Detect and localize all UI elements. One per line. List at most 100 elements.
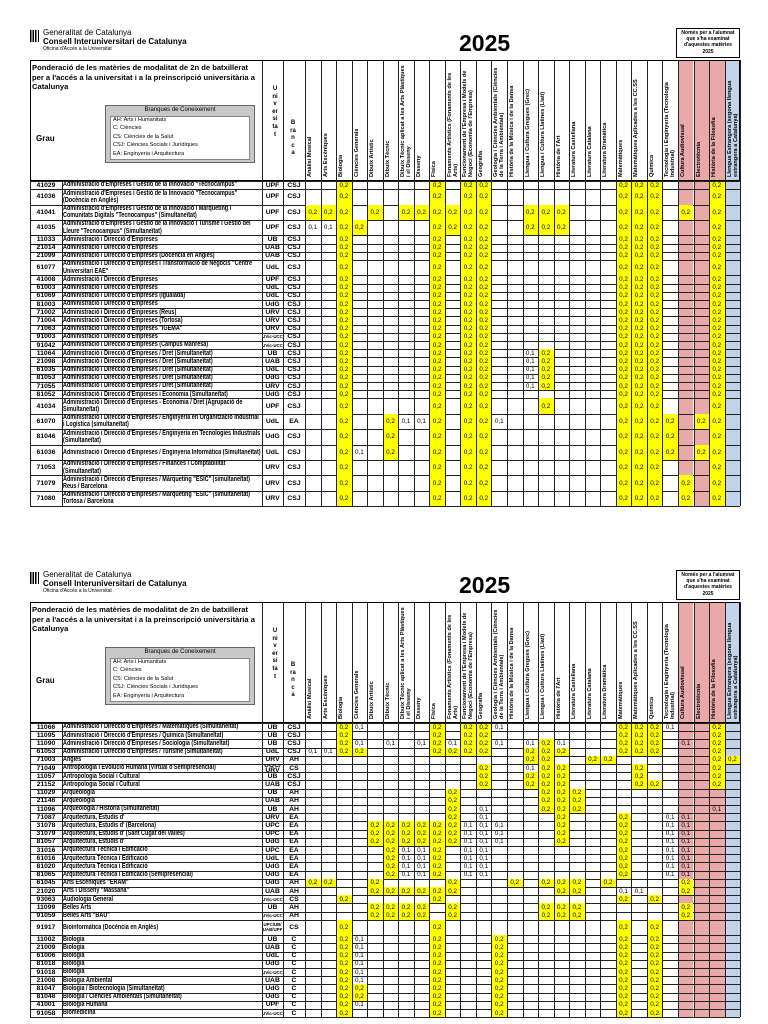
weight-cell: 0,1 [463,821,473,829]
weight-cell: 0,2 [398,903,414,912]
weight-cell: 0,2 [460,723,476,732]
weight-cell: 0,2 [709,731,725,740]
weight-cell: 0,1 [665,854,675,862]
column-header: Història de la Música i de la Dansa [509,627,516,719]
code: 41001 [36,1001,56,1009]
branch: CSJ [287,739,301,747]
weight-cell: 0,2 [677,911,694,920]
row-line [30,382,741,383]
code: 61016 [36,854,56,862]
grid-line [460,60,462,507]
note: Només per a l'alumnat que s'ha examinat … [681,572,735,590]
note-year: 2025 [702,49,714,55]
weight-cell: 0,2 [615,349,632,358]
weight-cell: 0,2 [336,341,352,350]
weight-cell: 0,2 [615,316,632,325]
university: URV [265,308,280,316]
weight-cell: 0,2 [429,349,445,358]
weight-cell: 0,1 [417,854,426,862]
weight-cell: 0,2 [522,755,539,764]
code: 11029 [36,789,56,797]
column-header: Història de la Música i de la Dansa [509,85,516,177]
weight-cell: 0,2 [553,805,570,814]
grid-line [584,60,586,507]
weight-cell: 0,2 [631,251,647,260]
weight-cell: 0,2 [336,365,352,374]
legend-item: AH: Arts i Humanitats [113,117,167,123]
weight-cell: 0,2 [460,731,476,740]
weight-cell: 0,2 [444,837,461,846]
university: UB [267,903,278,911]
weight-cell: 0,2 [475,764,492,773]
degree-name: Biomedicina [63,1009,96,1017]
weight-cell: 0,2 [615,332,632,341]
column-header: Cultura Audiovisual [679,666,686,719]
weight-cell: 0,2 [336,324,352,333]
weight-cell: 0,2 [444,813,461,822]
branch: CS [289,764,299,772]
degree-name: Administració i Direcció d'Empreses [63,284,158,292]
grid-line [600,60,602,507]
row-line [30,813,741,815]
weight-cell: 0,2 [615,291,632,300]
weight-cell: 0,2 [460,308,476,317]
weight-cell: 0,2 [460,204,476,220]
university: URV [265,325,280,333]
weight-cell: 0,2 [709,251,725,260]
row-line [30,398,741,400]
grid-line [507,602,509,1018]
weight-cell: 0,2 [615,283,632,292]
weight-cell: 0,2 [615,862,632,871]
degree-name: Arquitectura, Estudis d' [63,838,125,846]
code: 61045 [36,879,56,887]
branch: EA [289,417,299,425]
weight-cell: 0,1 [463,830,473,838]
row-line [30,390,741,392]
branch: CSJ [287,494,301,502]
weight-cell: 0,2 [709,189,725,205]
grid-line [320,60,322,507]
note-year: 2025 [702,591,714,597]
weight-cell: 0,2 [444,878,461,887]
weight-cell: 0,2 [413,204,430,220]
column-header: Ciències Generals [353,670,360,719]
weight-cell: 0,2 [646,976,663,985]
column-header: Història de la Filosofia [711,659,718,719]
branch: AH [289,879,299,887]
weight-cell: 0,2 [693,413,710,430]
univ-label: Universitat [272,86,278,138]
degree-name: Administració i Direcció d'Empreses / En… [63,429,261,444]
weight-cell: 0,2 [553,747,570,756]
weight-cell: 0,1 [494,417,504,425]
university: UVic-UCC [262,896,283,902]
university: UdL [265,366,280,374]
code: 61006 [36,952,56,960]
weight-cell: 0,2 [351,992,368,1001]
weight-cell: 0,1 [479,838,489,846]
weight-cell: 0,2 [351,984,368,993]
weight-cell: 0,2 [615,870,632,879]
grid-line [305,602,306,1018]
weight-cell: 0,2 [475,316,492,325]
weight-cell: 0,2 [677,490,694,507]
degree-name: Administració i Direcció d'Empreses / Qu… [63,731,224,739]
degree-name: Bioinformàtica (Docència en Anglès) [63,923,159,931]
weight-cell: 0,2 [429,976,445,985]
weight-cell: 0,1 [386,739,395,747]
grid-line [336,60,338,507]
note: Només per a l'alumnat que s'ha examinat … [681,30,735,48]
weight-cell: 0,2 [615,475,632,491]
weight-cell: 0,1 [417,739,426,747]
weight-cell: 0,2 [709,747,725,756]
grid-line [351,602,353,1018]
weight-cell: 0,2 [631,413,647,430]
degree-name: Administració i Direcció d'Empreses / Mà… [63,491,251,506]
university: UPF [265,208,280,216]
weight-cell: 0,1 [665,862,675,870]
weight-cell: 0,2 [631,204,647,220]
university: UVic-UCC [262,1010,283,1016]
column-strip [724,60,741,507]
weight-cell: 0,1 [354,723,364,731]
weight-cell: 0,2 [460,357,476,366]
grid-line [600,602,602,1018]
